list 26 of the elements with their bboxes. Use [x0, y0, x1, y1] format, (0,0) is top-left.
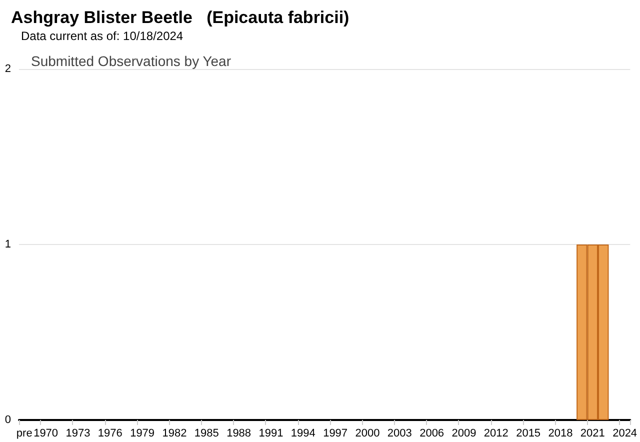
text: Submitted Observations by Year	[31, 53, 232, 69]
x-tick-label: 1988	[226, 428, 252, 440]
x-tick-label: 2012	[484, 428, 508, 440]
y-tick-label: 2	[4, 63, 11, 75]
x-tick-label: 1979	[130, 428, 155, 440]
x-tick-label: 2024	[612, 428, 638, 440]
x-tick-label: pre	[16, 428, 32, 440]
x-tick-label: 1991	[258, 428, 284, 440]
x-tick-label: 2009	[452, 428, 476, 440]
chart-title: Ashgray Blister Beetle (Epicauta fabricii)	[11, 8, 350, 27]
x-tick-label: 1985	[194, 428, 219, 440]
x-tick-label: 2000	[355, 428, 380, 440]
chart-subtitle: Data current as of: 10/18/2024	[21, 29, 184, 43]
x-tick-label: 2006	[420, 428, 444, 440]
x-tick-label: 1997	[323, 428, 348, 440]
x-tick-label: 2018	[548, 428, 573, 440]
x-tick-label: 1976	[98, 428, 122, 440]
y-tick-label: 0	[4, 414, 11, 426]
x-tick-label: 1982	[162, 428, 187, 440]
x-tick-label: 1994	[290, 428, 316, 440]
x-tick-label: 2003	[387, 428, 412, 440]
x-tick-label: 2021	[580, 428, 605, 440]
x-tick-label: 2015	[516, 428, 541, 440]
y-tick-label: 1	[4, 238, 11, 250]
x-tick-label: 1970	[34, 428, 58, 440]
x-tick-label: 1973	[66, 428, 90, 440]
